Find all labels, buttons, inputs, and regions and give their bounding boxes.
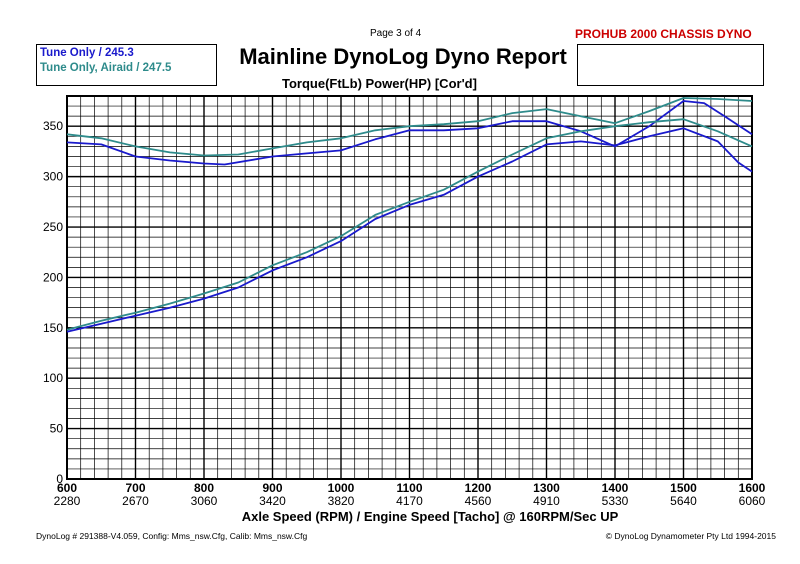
x-secondary-tick-label: 3820	[328, 494, 355, 508]
x-secondary-tick-label: 5330	[602, 494, 629, 508]
x-axis-label: Axle Speed (RPM) / Engine Speed [Tacho] …	[241, 509, 619, 524]
x-secondary-tick-label: 2670	[122, 494, 149, 508]
y-tick-label: 150	[43, 321, 63, 335]
y-tick-label: 100	[43, 371, 63, 385]
x-tick-label: 1400	[602, 481, 629, 495]
y-tick-label: 350	[43, 119, 63, 133]
x-tick-label: 1100	[396, 481, 422, 495]
y-tick-label: 0	[56, 472, 63, 486]
x-tick-label: 1300	[533, 481, 560, 495]
notes-box	[577, 44, 764, 86]
x-secondary-tick-label: 6060	[739, 494, 766, 508]
x-secondary-tick-label: 4910	[533, 494, 560, 508]
series-line-power	[66, 127, 753, 333]
footer-copyright: © DynoLog Dynamometer Pty Ltd 1994-2015	[605, 531, 776, 541]
y-tick-label: 200	[43, 270, 63, 284]
legend-box: Tune Only / 245.3 Tune Only, Airaid / 24…	[36, 44, 217, 86]
report-title: Mainline DynoLog Dyno Report	[239, 44, 567, 69]
legend-entry-2: Tune Only, Airaid / 247.5	[40, 62, 172, 74]
series-line-torque	[66, 100, 753, 166]
x-tick-label: 1600	[739, 481, 766, 495]
y-tick-label: 250	[43, 220, 63, 234]
y-tick-label: 300	[43, 170, 63, 184]
x-tick-label: 1200	[465, 481, 492, 495]
page-label: Page 3 of 4	[370, 28, 422, 39]
plot-border	[66, 95, 753, 480]
footer-config: DynoLog # 291388-V4.059, Config: Mms_nsw…	[36, 531, 308, 541]
x-secondary-tick-label: 5640	[670, 494, 697, 508]
legend-entry-1: Tune Only / 245.3	[40, 47, 134, 59]
x-tick-label: 1500	[670, 481, 697, 495]
chart-subtitle: Torque(FtLb) Power(HP) [Cor'd]	[282, 76, 477, 91]
x-tick-label: 900	[262, 481, 282, 495]
x-secondary-tick-label: 3060	[191, 494, 218, 508]
x-secondary-tick-label: 2280	[54, 494, 81, 508]
brand-label: PROHUB 2000 CHASSIS DYNO	[575, 27, 752, 41]
x-secondary-tick-label: 3420	[259, 494, 286, 508]
x-tick-label: 800	[194, 481, 214, 495]
y-tick-label: 50	[50, 422, 64, 436]
x-tick-label: 600	[57, 481, 77, 495]
x-secondary-tick-label: 4560	[465, 494, 492, 508]
x-tick-label: 1000	[328, 481, 355, 495]
series-line-power	[66, 118, 753, 331]
series-line-torque	[66, 97, 753, 157]
x-secondary-tick-label: 4170	[396, 494, 423, 508]
x-tick-label: 700	[125, 481, 145, 495]
